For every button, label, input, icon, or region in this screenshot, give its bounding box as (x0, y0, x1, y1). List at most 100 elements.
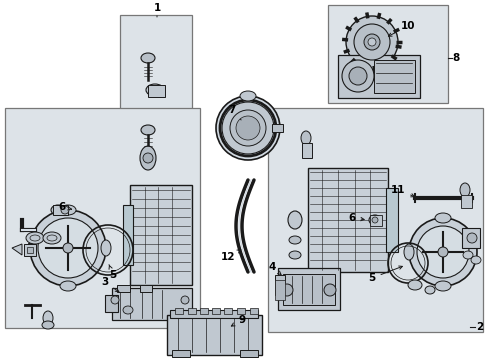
Bar (338, 55, 420, 98)
Text: 2: 2 (476, 322, 483, 332)
Bar (462, 228, 480, 248)
Bar (240, 350, 258, 357)
Circle shape (368, 38, 376, 46)
Bar (283, 274, 335, 305)
Ellipse shape (43, 311, 53, 325)
Bar (105, 295, 118, 312)
Circle shape (236, 116, 260, 140)
Circle shape (222, 102, 274, 154)
Bar (24, 244, 36, 256)
Text: 9: 9 (231, 315, 245, 326)
Ellipse shape (60, 281, 76, 291)
Bar (28, 243, 35, 253)
Ellipse shape (435, 281, 451, 291)
Ellipse shape (471, 256, 481, 264)
Ellipse shape (101, 240, 111, 256)
Bar (278, 268, 340, 310)
Circle shape (111, 296, 119, 304)
Circle shape (409, 218, 477, 286)
Ellipse shape (289, 251, 301, 259)
Circle shape (30, 210, 106, 286)
Ellipse shape (42, 321, 54, 329)
Circle shape (364, 34, 380, 50)
Bar (117, 285, 130, 292)
Text: 8: 8 (452, 53, 459, 63)
Text: 6: 6 (348, 213, 364, 223)
Ellipse shape (43, 232, 61, 244)
Circle shape (354, 24, 390, 60)
Circle shape (181, 296, 189, 304)
Bar (250, 308, 258, 314)
Bar (112, 288, 192, 320)
Bar (148, 85, 165, 97)
Bar (386, 188, 398, 252)
Ellipse shape (404, 244, 414, 260)
Bar (130, 185, 192, 285)
Bar (328, 5, 448, 103)
Bar (53, 205, 68, 215)
Ellipse shape (425, 286, 435, 294)
Bar (5, 108, 200, 328)
Bar (268, 108, 483, 332)
Text: 12: 12 (221, 250, 241, 262)
Bar (370, 215, 382, 226)
Bar (237, 308, 245, 314)
Circle shape (324, 284, 336, 296)
Text: 1: 1 (153, 3, 161, 17)
Circle shape (38, 218, 98, 278)
Bar (275, 275, 285, 295)
Ellipse shape (408, 280, 422, 290)
Bar (188, 308, 196, 314)
Ellipse shape (301, 131, 311, 145)
Ellipse shape (60, 205, 76, 215)
Text: 3: 3 (101, 277, 119, 292)
Ellipse shape (463, 251, 473, 259)
Ellipse shape (240, 91, 256, 101)
Text: 6: 6 (58, 202, 72, 212)
Circle shape (372, 217, 378, 223)
Bar (302, 143, 312, 158)
Text: 7: 7 (228, 105, 241, 120)
Ellipse shape (435, 213, 451, 223)
Bar (120, 15, 192, 198)
Bar (140, 285, 152, 292)
Ellipse shape (460, 183, 470, 197)
Text: 4: 4 (269, 262, 281, 275)
Ellipse shape (289, 236, 301, 244)
Ellipse shape (288, 211, 302, 229)
Circle shape (230, 110, 266, 146)
Circle shape (346, 16, 398, 68)
Circle shape (63, 243, 73, 253)
Polygon shape (12, 244, 22, 255)
Circle shape (438, 247, 448, 257)
Ellipse shape (51, 205, 65, 215)
Bar (308, 168, 388, 272)
Ellipse shape (26, 232, 44, 244)
Bar (224, 308, 232, 314)
Bar (27, 247, 33, 253)
Bar (461, 195, 472, 208)
Bar (272, 124, 283, 132)
Text: 11: 11 (391, 185, 415, 197)
Circle shape (281, 284, 293, 296)
Text: 5: 5 (109, 265, 117, 280)
Bar (123, 205, 133, 265)
Bar (167, 315, 262, 355)
Ellipse shape (123, 306, 133, 314)
Ellipse shape (146, 84, 164, 96)
Bar (200, 308, 208, 314)
Ellipse shape (141, 53, 155, 63)
Ellipse shape (467, 233, 477, 243)
Circle shape (342, 60, 374, 92)
Bar (374, 60, 415, 93)
Circle shape (143, 153, 153, 163)
Bar (175, 308, 183, 314)
Ellipse shape (141, 125, 155, 135)
Circle shape (349, 67, 367, 85)
Circle shape (216, 96, 280, 160)
Bar (212, 308, 220, 314)
Circle shape (417, 226, 469, 278)
Bar (275, 280, 285, 300)
Text: 10: 10 (389, 21, 415, 36)
Ellipse shape (140, 146, 156, 170)
